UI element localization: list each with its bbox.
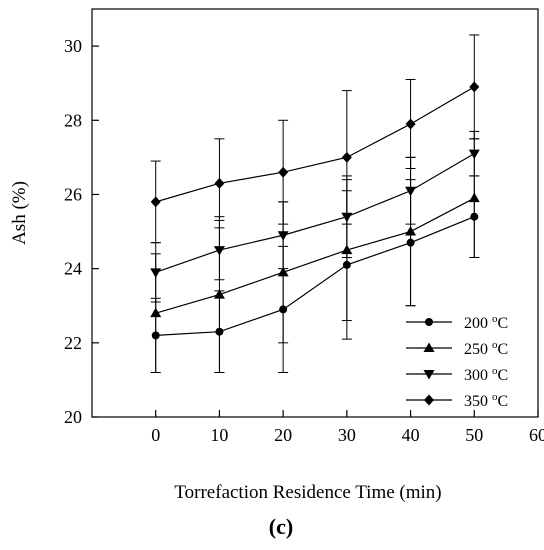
- data-point-350: [469, 81, 480, 93]
- data-point-350: [405, 118, 416, 130]
- data-point-200: [215, 327, 224, 336]
- data-point-200: [470, 212, 479, 221]
- legend-marker: [424, 394, 434, 406]
- y-tick-label: 24: [64, 259, 82, 279]
- series-lines: [155, 86, 475, 336]
- legend: 200 oC 250 oC 300 oC 350 oC: [406, 313, 508, 410]
- legend-label: 300 oC: [464, 365, 508, 384]
- series-line-250: [155, 197, 475, 314]
- y-tick-label: 22: [64, 333, 82, 353]
- data-point-300: [341, 212, 353, 223]
- data-point-300: [405, 186, 417, 197]
- legend-item-300: 300 oC: [406, 365, 508, 384]
- x-ticks: 0 10 20 30 40 50 60: [151, 410, 544, 445]
- data-point-250: [150, 307, 162, 318]
- plot-area: 0 10 20 30 40 50 60 20 22 24 26 28 30: [64, 8, 544, 445]
- x-tick-label: 20: [274, 425, 292, 445]
- series-line-300: [155, 153, 475, 273]
- y-axis-title: Ash (%): [9, 181, 30, 245]
- x-tick-label: 40: [402, 425, 420, 445]
- data-point-200: [151, 331, 160, 340]
- y-tick-label: 28: [64, 110, 82, 130]
- data-point-300: [468, 149, 480, 160]
- legend-item-350: 350 oC: [406, 391, 508, 410]
- data-point-350: [341, 151, 352, 163]
- legend-marker: [423, 342, 435, 352]
- y-tick-label: 26: [64, 184, 82, 204]
- x-tick-label: 60: [529, 425, 544, 445]
- legend-label: 250 oC: [464, 339, 508, 358]
- y-tick-label: 30: [64, 36, 82, 56]
- data-point-250: [341, 244, 353, 255]
- data-point-300: [277, 231, 289, 241]
- legend-label: 200 oC: [464, 313, 508, 332]
- panel-label: (c): [269, 514, 293, 539]
- series-line-350: [155, 86, 475, 203]
- series-line-200: [155, 216, 475, 336]
- data-point-250: [213, 289, 225, 299]
- data-point-250: [277, 266, 289, 277]
- legend-label: 350 oC: [464, 391, 508, 410]
- data-point-200: [279, 305, 288, 314]
- x-tick-label: 10: [210, 425, 228, 445]
- data-point-300: [150, 268, 162, 278]
- plot-frame: [91, 8, 539, 418]
- data-point-250: [468, 192, 480, 203]
- legend-marker: [423, 370, 435, 380]
- legend-marker: [425, 318, 433, 326]
- data-point-300: [213, 246, 225, 256]
- y-tick-label: 20: [64, 407, 82, 427]
- x-tick-label: 50: [465, 425, 483, 445]
- data-point-350: [278, 166, 289, 178]
- data-point-250: [405, 226, 417, 236]
- markers: [150, 81, 480, 340]
- data-point-200: [342, 260, 351, 269]
- data-point-350: [214, 177, 225, 189]
- legend-item-200: 200 oC: [406, 313, 508, 332]
- x-tick-label: 30: [338, 425, 356, 445]
- x-axis-title: Torrefaction Residence Time (min): [174, 482, 441, 503]
- x-tick-label: 0: [151, 425, 160, 445]
- y-ticks: 20 22 24 26 28 30: [64, 36, 99, 427]
- data-point-350: [150, 196, 161, 208]
- data-point-200: [406, 238, 415, 247]
- legend-item-250: 250 oC: [406, 339, 508, 358]
